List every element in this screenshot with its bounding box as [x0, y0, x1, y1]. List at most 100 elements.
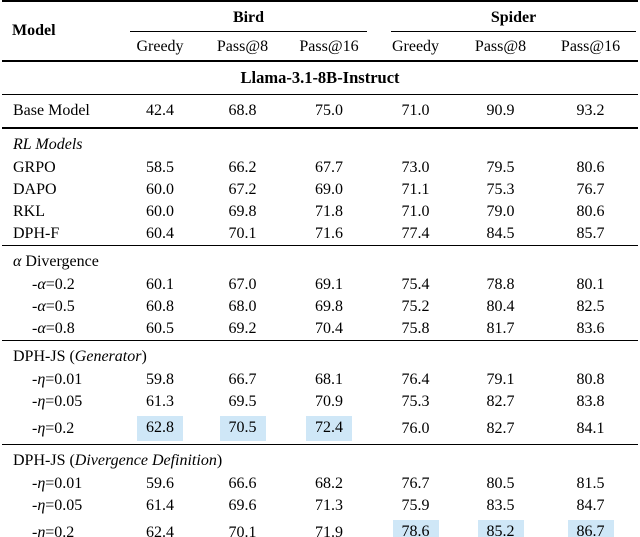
row-label-text: - — [32, 523, 38, 537]
metric-cell: 71.3 — [315, 497, 343, 514]
metric-cell: 67.0 — [228, 276, 257, 293]
row-label-text: =0.2 — [45, 276, 75, 293]
row-label-text: =0.01 — [45, 371, 83, 388]
section-title-text: DPH-JS ( — [13, 452, 75, 469]
metric-cell: 83.5 — [486, 497, 515, 514]
metric-cell: 70.1 — [228, 523, 257, 537]
metric-cell: 59.6 — [146, 475, 174, 492]
metric-cell: 61.3 — [146, 393, 174, 410]
metric-cell: 75.4 — [401, 276, 430, 293]
metric-cell: 69.2 — [200, 318, 285, 341]
metric-cell: 70.9 — [315, 393, 343, 410]
alpha-symbol: α — [37, 298, 46, 315]
metric-cell: 67.2 — [228, 181, 257, 198]
row-label: -η=0.01 — [2, 369, 120, 391]
column-header-spider-pass16: Pass@16 — [543, 33, 639, 62]
eta-symbol: η — [37, 475, 46, 492]
row-label: RKL — [2, 201, 120, 223]
model-banner-row: Llama-3.1-8B-Instruct — [2, 61, 639, 95]
metric-cell: 84.7 — [576, 497, 605, 514]
metric-cell: 71.6 — [285, 223, 374, 246]
metric-cell: 72.4 — [285, 413, 374, 445]
row-label: -η=0.01 — [2, 473, 120, 495]
eta-symbol: η — [37, 371, 46, 388]
group-header-bird: Bird — [130, 3, 368, 32]
metric-cell: 80.8 — [576, 371, 605, 388]
alpha-symbol: α — [37, 276, 46, 293]
metric-cell: 68.0 — [228, 298, 257, 315]
table-row-alpha-0.2: -α=0.2 60.1 67.0 69.1 75.4 78.8 80.1 — [2, 274, 638, 296]
metric-cell: 70.4 — [285, 318, 374, 341]
table-row-rkl: RKL 60.0 69.8 71.8 71.0 79.0 80.6 — [2, 201, 638, 223]
metric-cell: 81.7 — [458, 318, 544, 341]
metric-cell: 76.7 — [401, 475, 430, 492]
section-title-row-alpha-divergence: α Divergence — [2, 246, 638, 275]
row-label-text: =0.2 — [45, 419, 75, 437]
row-label: -η=0.2 — [2, 413, 120, 445]
metric-cell: 60.1 — [146, 276, 174, 293]
row-label-text: RKL — [13, 203, 45, 220]
metric-cell: 71.8 — [315, 203, 343, 220]
metric-cell: 83.8 — [576, 393, 605, 410]
metric-cell: 67.7 — [315, 159, 343, 176]
row-label: -α=0.8 — [2, 318, 120, 341]
metric-cell: 80.5 — [486, 475, 515, 492]
row-label-text: =0.5 — [45, 298, 75, 315]
row-label: -η=0.05 — [2, 495, 120, 517]
metric-cell: 85.2 — [458, 517, 543, 537]
highlighted-cell: 86.7 — [567, 520, 614, 537]
section-title-text: DPH-JS ( — [13, 348, 75, 365]
alpha-symbol: α — [37, 320, 46, 337]
metric-cell: 76.7 — [576, 181, 605, 198]
row-label-text: DAPO — [13, 181, 57, 198]
metric-cell: 69.0 — [315, 181, 343, 198]
column-header-spider-pass8: Pass@8 — [458, 33, 544, 62]
row-label-text: - — [32, 475, 38, 492]
metric-cell: 60.0 — [146, 203, 174, 220]
table-row-grpo: GRPO 58.5 66.2 67.7 73.0 79.5 80.6 — [2, 157, 638, 179]
metric-cell: 60.5 — [120, 318, 200, 341]
metric-cell: 79.1 — [486, 371, 515, 388]
group-header-bird-cell: Bird — [120, 1, 373, 33]
section-title: DPH-JS (Generator) — [2, 341, 638, 370]
eta-symbol: η — [37, 497, 46, 514]
row-label: -α=0.2 — [2, 274, 120, 296]
row-label-text: DPH-F — [13, 225, 60, 242]
metric-cell: 78.6 — [373, 517, 458, 537]
row-label-text: - — [32, 419, 38, 437]
metric-cell: 93.2 — [543, 94, 639, 129]
row-label-text: Base Model — [13, 102, 90, 119]
metric-cell: 83.6 — [543, 318, 639, 341]
eta-symbol: η — [37, 419, 46, 437]
metric-cell: 79.5 — [486, 159, 515, 176]
highlighted-cell: 85.2 — [477, 520, 524, 537]
metric-cell: 90.9 — [458, 94, 544, 129]
header-row-metrics: Greedy Pass@8 Pass@16 Greedy Pass@8 Pass… — [2, 33, 639, 62]
section-title: RL Models — [2, 128, 638, 157]
table-row-gen-eta-0.05: -η=0.05 61.3 69.5 70.9 75.3 82.7 83.8 — [2, 391, 638, 413]
metric-cell: 42.4 — [120, 94, 200, 129]
metric-cell: 71.9 — [315, 523, 343, 537]
column-header-model: Model — [2, 1, 120, 62]
metric-cell: 86.7 — [543, 517, 638, 537]
metric-cell: 62.4 — [146, 523, 174, 537]
table-row-gen-eta-0.01: -η=0.01 59.8 66.7 68.1 76.4 79.1 80.8 — [2, 369, 638, 391]
row-label-text: =0.8 — [45, 320, 75, 337]
row-label-text: =0.05 — [45, 497, 83, 514]
metric-cell: 80.1 — [576, 276, 605, 293]
metric-cell: 60.0 — [146, 181, 174, 198]
table-row-dph-f: DPH-F 60.4 70.1 71.6 77.4 84.5 85.7 — [2, 223, 639, 246]
metric-cell: 66.2 — [228, 159, 257, 176]
metric-cell: 61.4 — [146, 497, 174, 514]
metric-cell: 75.2 — [401, 298, 430, 315]
metric-cell: 69.1 — [315, 276, 343, 293]
row-label-text: =0.2 — [45, 523, 75, 537]
metric-cell: 58.5 — [146, 159, 174, 176]
metric-cell: 69.6 — [228, 497, 257, 514]
metric-cell: 71.1 — [401, 181, 430, 198]
metric-cell: 69.8 — [315, 298, 343, 315]
row-label: -η=0.05 — [2, 391, 120, 413]
row-label-text: - — [32, 393, 38, 410]
section-title-row-dphjs-generator: DPH-JS (Generator) — [2, 341, 638, 370]
row-label-text: - — [32, 276, 38, 293]
